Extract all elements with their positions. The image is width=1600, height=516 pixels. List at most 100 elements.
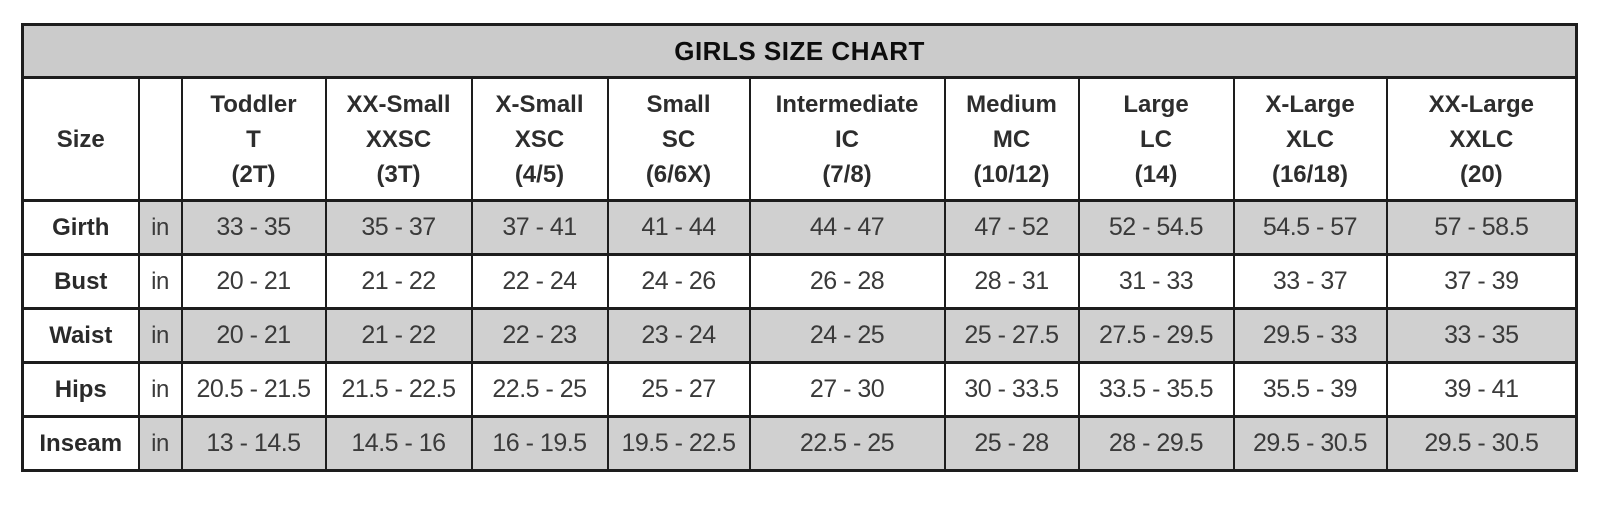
value-cell: 33 - 35 <box>180 199 327 256</box>
value-cell: 26 - 28 <box>748 253 946 310</box>
value-cell: 21 - 22 <box>324 307 473 364</box>
value-cell: 31 - 33 <box>1077 253 1235 310</box>
column-header-row: Size Toddler T (2T) XX-Small XXSC (3T) X-Small… <box>21 76 1578 202</box>
size-chart-table: GIRLS SIZE CHART Size Toddler T (2T) XX-Sma… <box>21 23 1579 472</box>
column-header-medium: Medium MC (10/12) <box>943 76 1080 202</box>
column-header-line: XSC <box>514 125 565 153</box>
table-row-inseam: Inseam in 13 - 14.5 14.5 - 16 16 - 19.5 19.5 … <box>21 415 1578 472</box>
column-header-line: (14) <box>1134 160 1178 188</box>
value-cell: 25 - 27.5 <box>943 307 1080 364</box>
value-cell: 33 - 35 <box>1385 307 1578 364</box>
column-header-toddler: Toddler T (2T) <box>180 76 327 202</box>
unit-column-header-empty <box>137 76 183 202</box>
column-header-x-small: X-Small XSC (4/5) <box>470 76 609 202</box>
table-row-waist: Waist in 20 - 21 21 - 22 22 - 23 23 - 24 24 - … <box>21 307 1578 364</box>
unit-cell: in <box>137 199 183 256</box>
column-header-line: (6/6X) <box>645 160 712 188</box>
row-label-hips: Hips <box>21 361 140 418</box>
column-header-line: SC <box>661 125 696 153</box>
value-cell: 33.5 - 35.5 <box>1077 361 1235 418</box>
value-cell: 25 - 28 <box>943 415 1080 472</box>
row-label-girth: Girth <box>21 199 140 256</box>
column-header-line: MC <box>992 125 1031 153</box>
column-header-line: (3T) <box>376 160 421 188</box>
column-header-line: XX-Large <box>1428 90 1535 118</box>
column-header-line: (2T) <box>231 160 276 188</box>
value-cell: 29.5 - 30.5 <box>1385 415 1578 472</box>
column-header-line: Large <box>1123 90 1189 118</box>
unit-cell: in <box>137 415 183 472</box>
value-cell: 20 - 21 <box>180 253 327 310</box>
column-header-line: Toddler <box>210 90 297 118</box>
value-cell: 57 - 58.5 <box>1385 199 1578 256</box>
column-header-line: Intermediate <box>775 90 919 118</box>
column-header-line: (7/8) <box>822 160 872 188</box>
column-header-line: IC <box>835 125 859 153</box>
row-label-bust: Bust <box>21 253 140 310</box>
column-header-line: Small <box>646 90 711 118</box>
value-cell: 22.5 - 25 <box>470 361 609 418</box>
column-header-line: (10/12) <box>973 160 1050 188</box>
column-header-line: T <box>246 125 261 153</box>
unit-cell: in <box>137 307 183 364</box>
value-cell: 29.5 - 30.5 <box>1232 415 1388 472</box>
value-cell: 27 - 30 <box>748 361 946 418</box>
value-cell: 22 - 23 <box>470 307 609 364</box>
value-cell: 39 - 41 <box>1385 361 1578 418</box>
value-cell: 28 - 29.5 <box>1077 415 1235 472</box>
table-row-hips: Hips in 20.5 - 21.5 21.5 - 22.5 22.5 - 25 25 … <box>21 361 1578 418</box>
value-cell: 24 - 26 <box>606 253 751 310</box>
value-cell: 44 - 47 <box>748 199 946 256</box>
column-header-line: XX-Small <box>346 90 451 118</box>
column-header-intermediate: Intermediate IC (7/8) <box>748 76 946 202</box>
column-header-line: (16/18) <box>1271 160 1349 188</box>
value-cell: 25 - 27 <box>606 361 751 418</box>
value-cell: 22.5 - 25 <box>748 415 946 472</box>
row-label-inseam: Inseam <box>21 415 140 472</box>
value-cell: 52 - 54.5 <box>1077 199 1235 256</box>
column-header-line: (20) <box>1459 160 1503 188</box>
value-cell: 14.5 - 16 <box>324 415 473 472</box>
value-cell: 13 - 14.5 <box>180 415 327 472</box>
column-header-line: Medium <box>966 90 1057 118</box>
chart-title: GIRLS SIZE CHART <box>21 23 1578 79</box>
value-cell: 22 - 24 <box>470 253 609 310</box>
row-label-waist: Waist <box>21 307 140 364</box>
table-row-bust: Bust in 20 - 21 21 - 22 22 - 24 24 - 26 26 - 2… <box>21 253 1578 310</box>
girls-size-chart: GIRLS SIZE CHART Size Toddler T (2T) XX-Sma… <box>21 23 1579 472</box>
column-header-line: XXLC <box>1449 125 1514 153</box>
value-cell: 16 - 19.5 <box>470 415 609 472</box>
value-cell: 35.5 - 39 <box>1232 361 1388 418</box>
value-cell: 41 - 44 <box>606 199 751 256</box>
value-cell: 33 - 37 <box>1232 253 1388 310</box>
value-cell: 29.5 - 33 <box>1232 307 1388 364</box>
column-header-small: Small SC (6/6X) <box>606 76 751 202</box>
value-cell: 37 - 39 <box>1385 253 1578 310</box>
column-header-x-large: X-Large XLC (16/18) <box>1232 76 1388 202</box>
value-cell: 28 - 31 <box>943 253 1080 310</box>
column-header-large: Large LC (14) <box>1077 76 1235 202</box>
table-row-girth: Girth in 33 - 35 35 - 37 37 - 41 41 - 44 44 - … <box>21 199 1578 256</box>
column-header-line: LC <box>1140 125 1172 153</box>
value-cell: 20 - 21 <box>180 307 327 364</box>
value-cell: 21.5 - 22.5 <box>324 361 473 418</box>
column-header-line: (4/5) <box>514 160 565 188</box>
corner-header-size: Size <box>21 76 140 202</box>
value-cell: 35 - 37 <box>324 199 473 256</box>
value-cell: 30 - 33.5 <box>943 361 1080 418</box>
column-header-xx-small: XX-Small XXSC (3T) <box>324 76 473 202</box>
column-header-line: X-Large <box>1265 90 1355 118</box>
value-cell: 24 - 25 <box>748 307 946 364</box>
value-cell: 20.5 - 21.5 <box>180 361 327 418</box>
unit-cell: in <box>137 253 183 310</box>
value-cell: 23 - 24 <box>606 307 751 364</box>
column-header-line: XLC <box>1286 125 1334 153</box>
value-cell: 54.5 - 57 <box>1232 199 1388 256</box>
column-header-xx-large: XX-Large XXLC (20) <box>1385 76 1578 202</box>
unit-cell: in <box>137 361 183 418</box>
value-cell: 21 - 22 <box>324 253 473 310</box>
value-cell: 47 - 52 <box>943 199 1080 256</box>
value-cell: 27.5 - 29.5 <box>1077 307 1235 364</box>
column-header-line: X-Small <box>495 90 584 118</box>
value-cell: 37 - 41 <box>470 199 609 256</box>
